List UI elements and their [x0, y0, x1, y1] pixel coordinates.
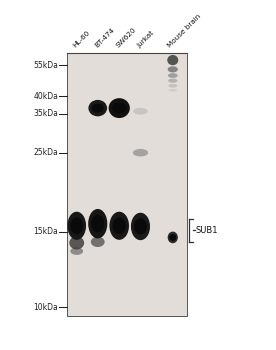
Ellipse shape — [91, 215, 104, 232]
Ellipse shape — [168, 66, 178, 72]
Text: 10kDa: 10kDa — [33, 302, 58, 312]
Ellipse shape — [88, 209, 107, 238]
Ellipse shape — [168, 232, 178, 243]
Ellipse shape — [133, 108, 148, 115]
Ellipse shape — [131, 213, 150, 240]
Ellipse shape — [67, 212, 86, 240]
Text: 15kDa: 15kDa — [33, 227, 58, 236]
Text: 40kDa: 40kDa — [33, 92, 58, 100]
Ellipse shape — [169, 234, 176, 241]
Ellipse shape — [133, 149, 148, 156]
Ellipse shape — [110, 212, 129, 240]
Ellipse shape — [134, 218, 147, 235]
FancyBboxPatch shape — [67, 53, 187, 316]
Ellipse shape — [70, 217, 83, 234]
Text: Jurkat: Jurkat — [136, 30, 155, 49]
Ellipse shape — [92, 104, 104, 113]
Text: BT-474: BT-474 — [94, 27, 116, 49]
Text: Mouse brain: Mouse brain — [166, 13, 202, 49]
Text: 55kDa: 55kDa — [33, 61, 58, 70]
Ellipse shape — [168, 73, 178, 78]
Ellipse shape — [88, 100, 107, 116]
Ellipse shape — [69, 236, 84, 250]
Ellipse shape — [168, 84, 177, 88]
Text: 35kDa: 35kDa — [33, 110, 58, 118]
Text: SUB1: SUB1 — [196, 226, 218, 235]
Ellipse shape — [108, 98, 130, 118]
Ellipse shape — [167, 55, 178, 65]
Ellipse shape — [168, 79, 177, 83]
Ellipse shape — [169, 89, 177, 92]
Text: SW620: SW620 — [115, 26, 137, 49]
Ellipse shape — [91, 237, 105, 247]
Ellipse shape — [113, 217, 126, 234]
Text: HL-60: HL-60 — [72, 29, 91, 49]
Text: 25kDa: 25kDa — [33, 148, 58, 157]
Ellipse shape — [70, 247, 83, 255]
Ellipse shape — [112, 103, 126, 114]
